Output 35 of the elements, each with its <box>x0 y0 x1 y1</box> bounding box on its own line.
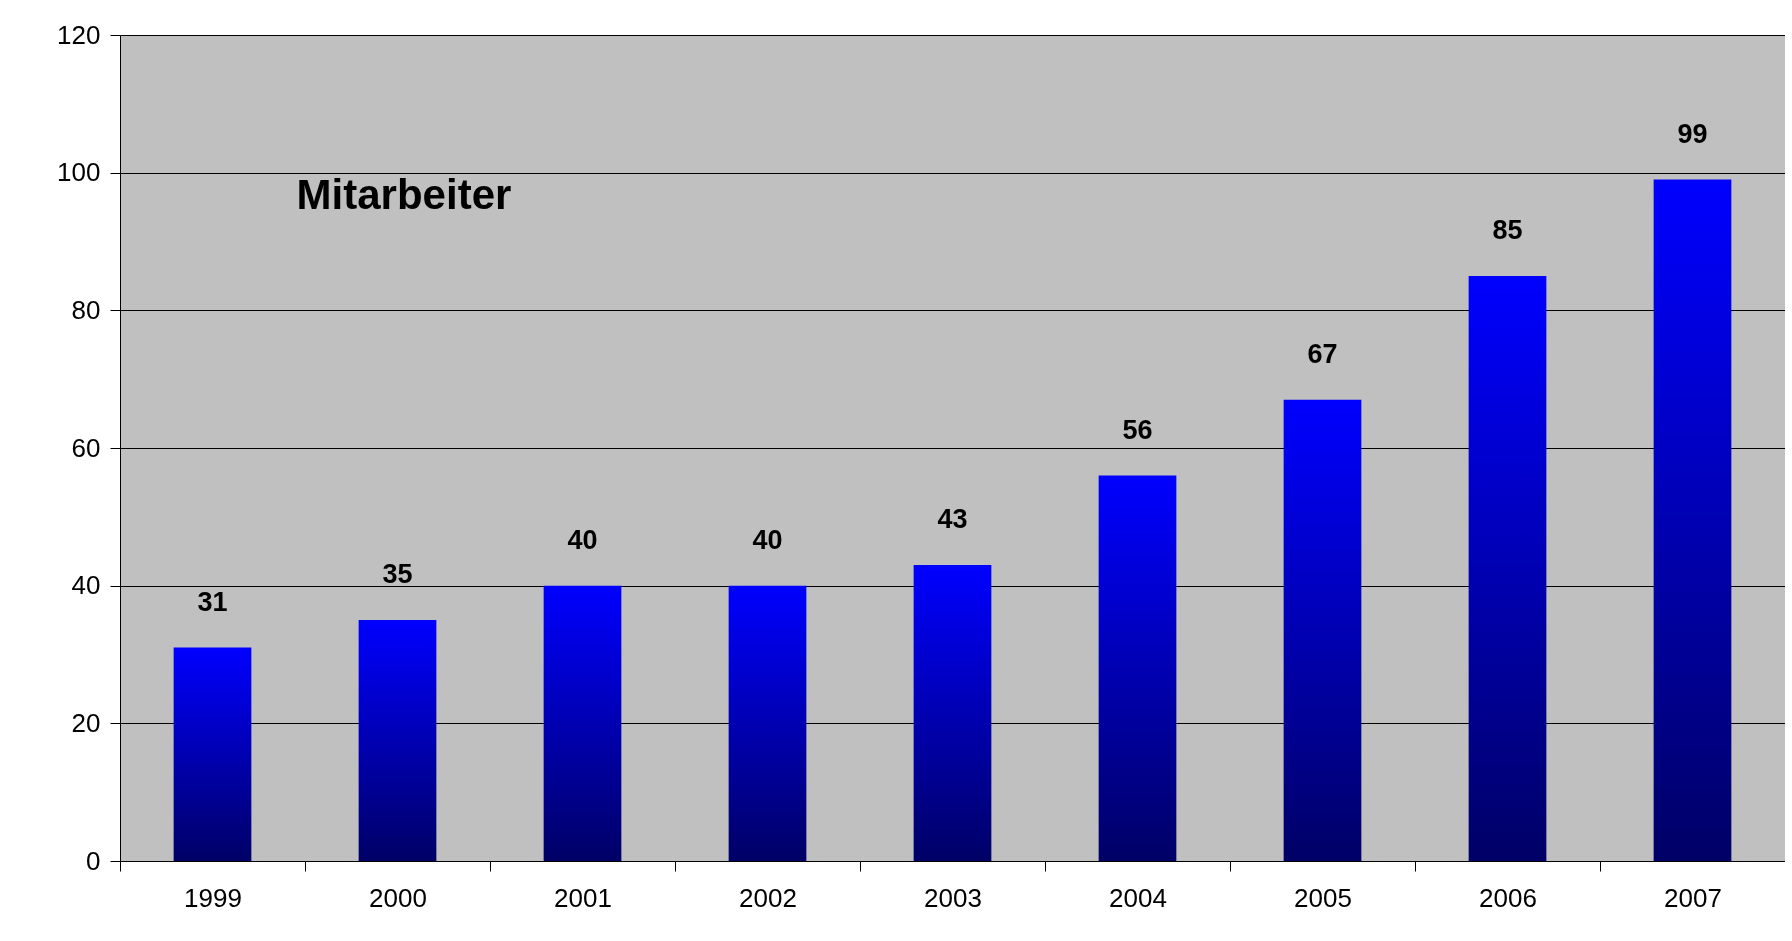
y-tick-label: 40 <box>71 570 101 601</box>
y-tick-label: 0 <box>86 845 101 876</box>
x-tick-label: 2006 <box>1479 882 1537 913</box>
bar <box>1283 399 1362 861</box>
data-label: 40 <box>567 524 598 555</box>
x-tick-label: 2000 <box>369 882 427 913</box>
bar <box>543 585 622 861</box>
data-label: 99 <box>1677 118 1708 149</box>
bar <box>173 647 252 861</box>
data-label: 67 <box>1307 338 1338 369</box>
x-tick-label: 2003 <box>924 882 982 913</box>
x-tick-label: 2007 <box>1664 882 1722 913</box>
text: Mitarbeiter <box>296 171 512 218</box>
y-tick-label: 20 <box>71 707 101 738</box>
data-label: 43 <box>937 504 968 535</box>
data-label: 56 <box>1122 414 1153 445</box>
data-label: 35 <box>382 559 413 590</box>
x-tick-label: 2002 <box>739 882 797 913</box>
data-label: 85 <box>1492 214 1523 245</box>
bar <box>1098 475 1177 861</box>
bar <box>1653 179 1732 861</box>
y-tick-label: 60 <box>71 432 101 463</box>
y-tick-label: 100 <box>57 157 101 188</box>
bar <box>913 565 992 861</box>
bar <box>1468 275 1547 861</box>
x-tick-label: 2001 <box>554 882 612 913</box>
x-tick-label: 2004 <box>1109 882 1167 913</box>
bar <box>358 620 437 861</box>
bar <box>728 585 807 861</box>
y-tick-label: 120 <box>57 19 101 50</box>
x-tick-label: 1999 <box>184 882 242 913</box>
data-label: 31 <box>197 586 228 617</box>
y-tick-label: 80 <box>71 294 101 325</box>
x-tick-label: 2005 <box>1294 882 1352 913</box>
data-label: 40 <box>752 524 783 555</box>
